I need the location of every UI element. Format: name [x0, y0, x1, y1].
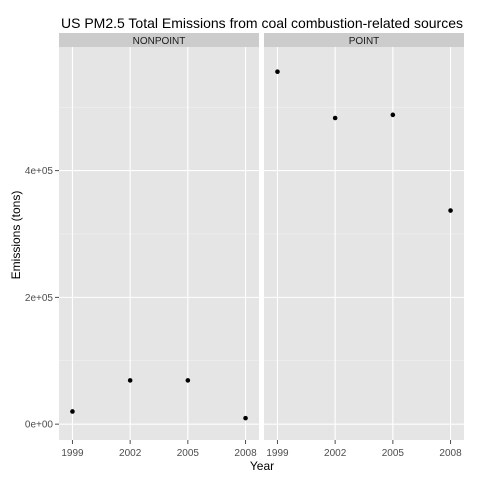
plot-layer: NONPOINT 1999 2002 2005 2008 POINT 1999 2002 200… [25, 33, 464, 459]
y-tick-label: 4e+05 [25, 166, 54, 177]
y-axis-title: Emissions (tons) [9, 191, 23, 280]
facet-strip-label: NONPOINT [133, 36, 186, 47]
y-tick-label: 0e+00 [25, 420, 54, 431]
data-point [185, 378, 191, 383]
data-point [243, 415, 248, 421]
x-tick-label: 2005 [177, 448, 200, 459]
data-point [275, 69, 280, 75]
x-tick-label: 2008 [234, 448, 257, 459]
facet-panel [59, 47, 259, 440]
data-point [70, 409, 75, 414]
chart-title: US PM2.5 Total Emissions from coal combu… [61, 15, 463, 31]
data-point [448, 208, 453, 213]
x-tick-label: 2002 [324, 448, 347, 459]
facet-strip [59, 33, 259, 47]
x-tick-label: 2005 [382, 448, 405, 459]
x-tick-label: 2008 [439, 448, 462, 459]
data-point [390, 112, 396, 118]
x-tick-label: 2002 [119, 448, 142, 459]
data-point [332, 115, 338, 121]
facet-strip-label: POINT [349, 36, 380, 47]
x-tick-label: 1999 [61, 448, 84, 459]
y-tick-label: 2e+05 [25, 293, 54, 304]
facet-strip [264, 33, 464, 47]
x-tick-label: 1999 [266, 448, 289, 459]
data-point [127, 378, 133, 383]
facet-panel [264, 47, 464, 440]
x-axis-title: Year [250, 459, 274, 473]
